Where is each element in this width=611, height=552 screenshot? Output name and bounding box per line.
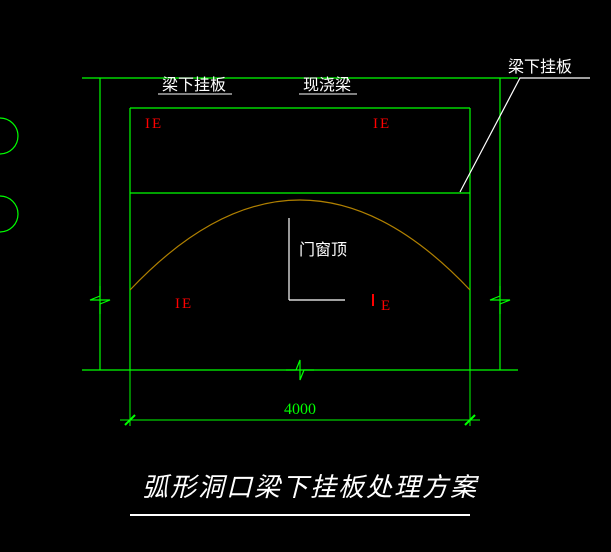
- label-ie-tl: IE: [145, 116, 163, 132]
- label-top-right: 梁下挂板: [508, 58, 572, 76]
- edge-arc-1: [0, 196, 18, 232]
- label-ie-br-e: E: [381, 298, 390, 314]
- break-left: [90, 286, 110, 314]
- break-right: [490, 286, 510, 314]
- edge-arc-0: [0, 118, 18, 154]
- leader-right: [460, 78, 590, 192]
- drawing-title: 弧形洞口梁下挂板处理方案: [142, 473, 480, 502]
- label-top-mid: 现浇梁: [303, 76, 351, 94]
- break-bottom: [286, 360, 314, 380]
- dim-value: 4000: [284, 401, 316, 418]
- label-ie-bl: IE: [175, 296, 193, 312]
- label-lintel: 门窗顶: [299, 241, 347, 259]
- label-ie-tr: IE: [373, 116, 391, 132]
- label-top-left: 梁下挂板: [162, 76, 226, 94]
